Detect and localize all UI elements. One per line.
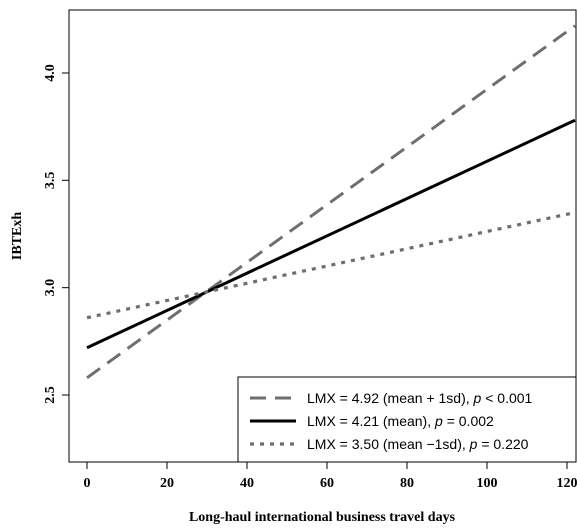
x-tick-label: 0 [84, 476, 91, 491]
series-lines [86, 24, 576, 380]
x-tick-label: 120 [557, 476, 577, 491]
y-tick-label: 3.0 [43, 279, 58, 297]
legend: LMX = 4.92 (mean + 1sd), p < 0.001 LMX = … [237, 376, 577, 463]
y-axis: 2.5 3.0 3.5 4.0 [43, 64, 69, 404]
y-tick-label: 4.0 [43, 64, 58, 82]
y-tick-label: 3.5 [43, 172, 58, 190]
legend-label: LMX = 4.21 (mean), p = 0.002 [307, 413, 494, 429]
legend-item-mean-minus-1sd: LMX = 3.50 (mean −1sd), p = 0.220 [250, 436, 529, 452]
x-tick-label: 60 [320, 476, 334, 491]
x-tick-label: 20 [160, 476, 174, 491]
x-tick-label: 80 [400, 476, 414, 491]
x-tick-label: 40 [240, 476, 254, 491]
series-line-mean-plus-1sd [86, 24, 576, 380]
x-axis-title: Long-haul international business travel … [189, 510, 456, 525]
series-line-mean [86, 118, 576, 350]
series-line-mean-minus-1sd [86, 210, 576, 320]
y-tick-label: 2.5 [43, 386, 58, 404]
x-axis: 0 20 40 60 80 100 120 [84, 462, 577, 491]
y-axis-title: IBTExh [10, 212, 25, 260]
legend-label: LMX = 3.50 (mean −1sd), p = 0.220 [307, 436, 529, 452]
x-tick-label: 100 [477, 476, 498, 491]
legend-label: LMX = 4.92 (mean + 1sd), p < 0.001 [307, 390, 533, 406]
legend-item-mean-plus-1sd: LMX = 4.92 (mean + 1sd), p < 0.001 [250, 390, 533, 406]
legend-item-mean: LMX = 4.21 (mean), p = 0.002 [250, 413, 494, 429]
